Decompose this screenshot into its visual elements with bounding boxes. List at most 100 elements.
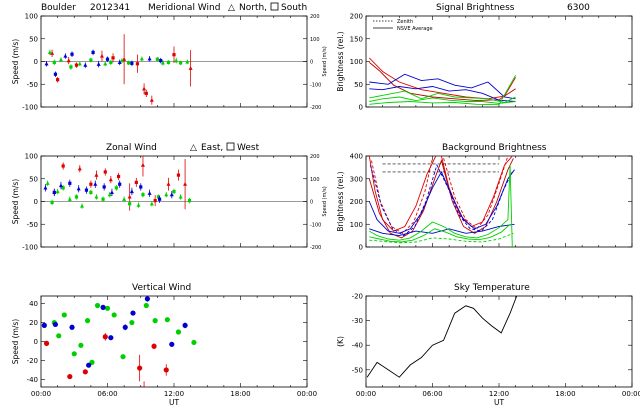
meridional-red-point	[74, 63, 79, 67]
square-icon	[270, 2, 279, 11]
zonal-panel	[40, 155, 308, 248]
zonal-blue-point	[93, 182, 98, 186]
zonal-red-point	[166, 182, 171, 186]
meridional-blue-point	[63, 53, 68, 58]
vertical-red-point	[163, 367, 169, 373]
vertical-green-point	[56, 333, 62, 339]
vertical-green-point	[175, 329, 182, 335]
signal-zenith-red-line	[368, 57, 516, 100]
square-icon-2	[226, 142, 235, 151]
sky-xtick-label: 18:00	[555, 390, 575, 398]
meridional-blue-point	[105, 57, 110, 61]
zonal-blue-point	[139, 185, 143, 189]
zonal-data	[43, 156, 192, 211]
meridional-blue-point	[70, 52, 74, 56]
meridional-blue-point	[159, 58, 163, 63]
zonal-blue-point	[109, 190, 114, 194]
meridional-panel	[40, 15, 308, 108]
sky-frame	[365, 295, 633, 388]
meridional-ytick-right-label: 0	[310, 60, 313, 66]
meridional-ylabel: Speed (m/s)	[11, 39, 20, 85]
sky-xtick-label: 12:00	[489, 390, 509, 398]
meridional-blue-point	[147, 56, 152, 61]
vertical-green-point	[129, 319, 135, 326]
zonal-ytick-label: 100	[25, 153, 38, 161]
zonal-green-point	[67, 197, 72, 201]
meridional-green-point	[139, 56, 144, 61]
sky-ytick-label: -50	[352, 366, 363, 374]
zonal-ytick-label: -50	[27, 221, 38, 229]
zonal-green-point	[80, 203, 85, 208]
meridional-ytick-right-label: -200	[310, 105, 321, 111]
vertical-green-point	[61, 312, 67, 318]
meridional-green-point	[155, 57, 159, 61]
vertical-xtick-label: 18:00	[230, 390, 250, 398]
signal-blue-1-line	[369, 73, 516, 100]
zonal-blue-point	[129, 189, 134, 194]
meridional-ytick-label: -100	[22, 104, 38, 112]
vertical-green-point	[143, 302, 149, 309]
meridional-red-point	[122, 57, 127, 61]
signal-green-2-line	[369, 96, 516, 104]
vertical-red-point	[102, 334, 108, 340]
sky-sky-temp-line	[366, 296, 518, 378]
zonal-green-point	[136, 202, 141, 207]
meridional-red-point	[111, 56, 115, 60]
zonal-green-point	[114, 186, 118, 190]
signal-ytick-label: 150	[350, 35, 363, 43]
sky-xtick-label: 06:00	[422, 390, 442, 398]
vertical-green-point	[191, 339, 197, 346]
zonal-ytick-right-label: 0	[310, 200, 313, 206]
sky-ytick-label: -30	[352, 317, 363, 325]
zonal-green-point	[50, 200, 54, 205]
zonal-red-point	[134, 180, 138, 184]
background-r1-line	[368, 156, 437, 232]
meridional-ytick-right-label: -100	[310, 82, 321, 88]
zonal-red-point	[127, 194, 132, 199]
zonal-ylabel: Speed (m/s)	[11, 179, 20, 225]
zonal-red-point	[176, 173, 181, 177]
zonal-green-point	[74, 195, 79, 199]
background-ytick-label: 300	[350, 175, 363, 183]
sky-ytick-label: -40	[352, 342, 363, 350]
zonal-red-point	[108, 177, 113, 182]
meridional-blue-point	[44, 61, 49, 66]
meridional-ylabel-right: Speed (m/s)	[322, 46, 328, 76]
zonal-green-point	[45, 181, 50, 185]
meridional-blue-point	[130, 61, 134, 65]
signal-title: Signal Brightness	[436, 3, 515, 13]
signal-ytick-label: 0	[359, 104, 363, 112]
meridional-green-point	[52, 60, 56, 65]
vertical-red-point	[82, 369, 88, 375]
vertical-xlabel: UT	[169, 398, 179, 407]
vertical-blue-point	[144, 296, 150, 302]
zonal-blue-point	[43, 185, 48, 190]
zonal-ytick-right-label: 100	[310, 177, 320, 183]
meridional-blue-point	[117, 60, 122, 65]
meridional-red-point	[56, 78, 60, 82]
meridional-green-point	[69, 65, 73, 69]
vertical-green-point	[111, 312, 117, 318]
vertical-green-point	[152, 318, 158, 324]
meridional-green-point	[109, 60, 113, 65]
meridional-red-point	[135, 62, 140, 66]
vertical-ytick-label: -20	[27, 357, 38, 365]
zonal-blue-point	[76, 186, 81, 191]
background-g2-line	[369, 223, 511, 243]
meridional-green-point	[126, 61, 131, 65]
signal-green-1-line	[369, 90, 516, 103]
zonal-green-point	[122, 197, 127, 201]
vertical-ytick-label: 0	[34, 338, 38, 346]
background-r5-line	[443, 156, 509, 230]
zonal-green-point	[178, 194, 183, 199]
background-ytick-label: 400	[350, 153, 363, 161]
vertical-green-point	[78, 342, 84, 348]
meridional-ytick-right-label: 100	[310, 37, 320, 43]
zonal-ytick-right-label: -200	[310, 245, 321, 251]
meridional-green-point	[185, 59, 190, 64]
vertical-frame	[40, 295, 308, 388]
zonal-red-point	[140, 162, 145, 167]
vertical-red-point	[137, 365, 143, 371]
zonal-blue-point	[84, 188, 89, 192]
